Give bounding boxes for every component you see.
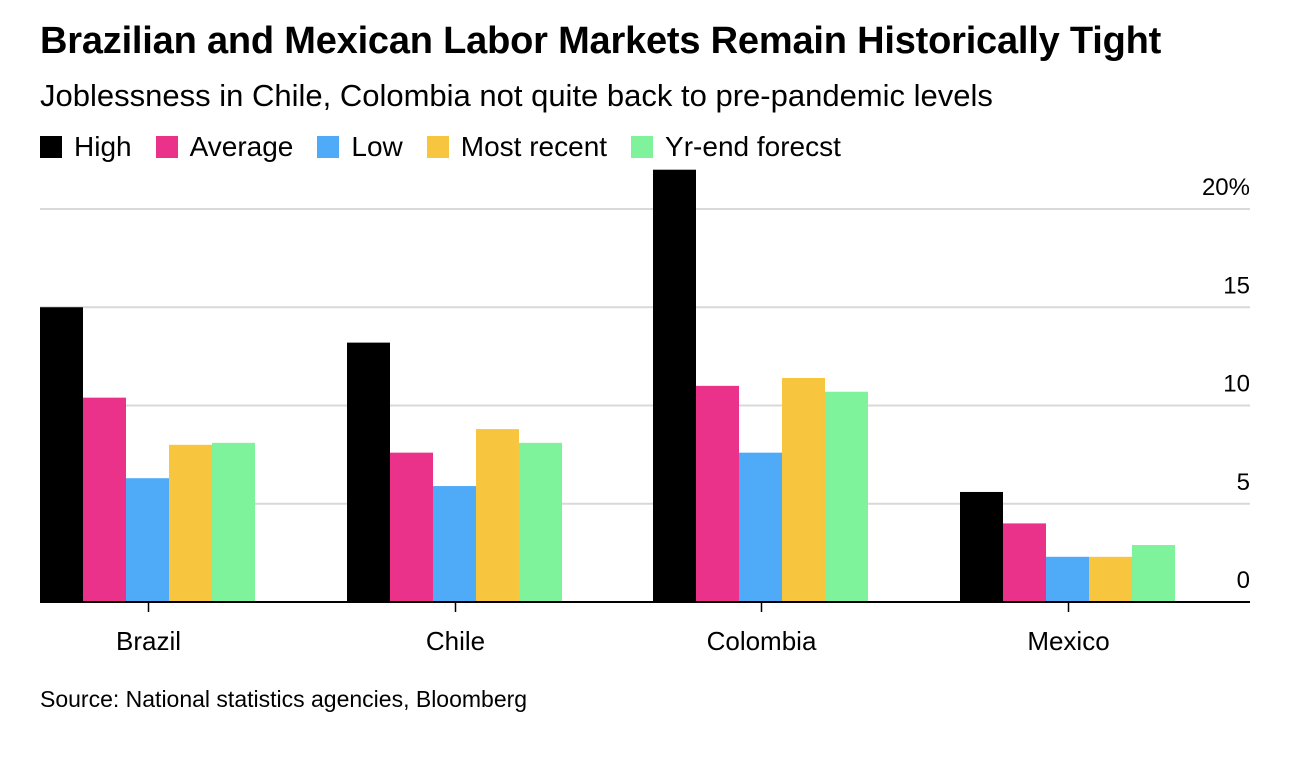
y-tick-label: 20%	[1202, 174, 1250, 201]
y-tick-label: 10	[1223, 371, 1250, 398]
bar	[1046, 556, 1089, 602]
legend-swatch	[426, 136, 449, 158]
bar	[696, 385, 739, 602]
legend-label: Average	[189, 131, 294, 162]
legend-label: Most recent	[460, 131, 608, 162]
bar	[1089, 556, 1132, 602]
bar	[40, 307, 83, 602]
x-tick-label: Colombia	[707, 626, 817, 656]
legend-label: Low	[351, 131, 403, 162]
bar	[519, 442, 562, 602]
legend-label: Yr-end forecst	[665, 131, 841, 162]
y-tick-label: 15	[1223, 272, 1250, 299]
bar-chart: 0 5 10 15 20% Brazil Chile Colombia Mexico	[40, 169, 1250, 656]
bar	[476, 429, 519, 602]
legend-swatch	[40, 136, 62, 158]
bar	[126, 478, 169, 602]
chart-subtitle: Joblessness in Chile, Colombia not quite…	[40, 78, 993, 113]
bar	[653, 169, 696, 602]
legend-item: Average	[155, 131, 294, 163]
bar	[169, 444, 212, 602]
legend-label: High	[74, 131, 132, 162]
bar	[212, 442, 255, 602]
chart-title: Brazilian and Mexican Labor Markets Rema…	[40, 20, 1162, 62]
legend-swatch	[317, 136, 340, 158]
bar	[960, 491, 1003, 602]
bar	[1132, 545, 1175, 602]
legend-item: Low	[317, 131, 403, 163]
legend-item: Yr-end forecst	[631, 131, 841, 163]
bar	[782, 377, 825, 602]
bar	[433, 486, 476, 602]
bar	[347, 342, 390, 602]
bar	[825, 391, 868, 602]
x-tick-label: Mexico	[1027, 626, 1109, 656]
bar	[739, 452, 782, 602]
bar	[390, 452, 433, 602]
legend-swatch	[155, 136, 178, 158]
y-tick-label: 5	[1237, 469, 1250, 496]
legend: High Average Low Most recent Yr-end forecst	[40, 130, 865, 164]
bar	[1003, 523, 1046, 602]
x-tick-label: Brazil	[116, 626, 181, 656]
source-note: Source: National statistics agencies, Bl…	[40, 686, 528, 712]
legend-item: Most recent	[426, 131, 608, 163]
x-tick-label: Chile	[426, 626, 485, 656]
y-tick-label: 0	[1237, 567, 1250, 594]
legend-item: High	[40, 131, 132, 163]
legend-swatch	[631, 136, 654, 158]
bar	[83, 397, 126, 602]
